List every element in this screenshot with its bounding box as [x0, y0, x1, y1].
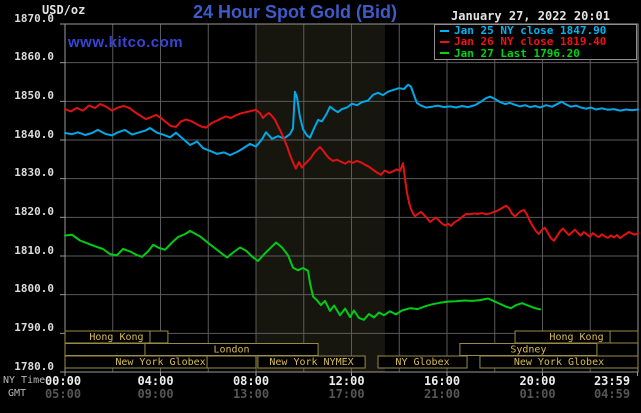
session-box	[64, 343, 146, 356]
gmt-time-tick-label: 09:00	[137, 387, 174, 401]
ny-time-axis-label: NY Time	[3, 375, 46, 386]
y-axis-tick-label: 1870.0	[14, 11, 54, 25]
y-axis-tick-label: 1790.0	[14, 320, 54, 334]
session-label: London	[213, 345, 249, 356]
legend-item: Jan 27 Last 1796.20	[440, 48, 636, 59]
gmt-time-tick-label: 04:59	[593, 387, 631, 401]
session-label: New York Globex	[514, 357, 604, 368]
chart-title: 24 Hour Spot Gold (Bid)	[193, 2, 397, 22]
y-axis-tick-label: 1810.0	[14, 243, 54, 257]
session-label: Sydney	[510, 345, 546, 356]
legend-item: Jan 25 NY close 1847.90	[440, 25, 636, 36]
session-label: New York NYMEX	[269, 357, 353, 368]
legend-item-label: Jan 27 Last 1796.20	[454, 46, 580, 60]
session-box	[377, 355, 468, 369]
session-label: Hong Kong	[549, 332, 603, 343]
price-line-2	[64, 229, 542, 321]
legend-dash-icon	[440, 29, 449, 32]
y-axis-tick-label: 1840.0	[14, 127, 54, 141]
y-axis-tick-label: 1860.0	[14, 50, 54, 64]
gmt-time-tick-label: 13:00	[232, 387, 270, 401]
session-box	[479, 355, 639, 369]
y-axis-tick-label: 1820.0	[14, 204, 54, 218]
session-box	[64, 355, 257, 369]
price-line-1	[64, 103, 639, 242]
y-axis-tick-label: 1780.0	[14, 359, 54, 373]
session-label: New York Globex	[115, 357, 205, 368]
ny-time-tick-label: 20:00	[519, 374, 556, 388]
legend-dash-icon	[440, 40, 449, 43]
y-axis-tick-label: 1830.0	[14, 166, 54, 180]
gmt-time-tick-label: 01:00	[519, 387, 556, 401]
gmt-time-tick-label: 21:00	[423, 387, 461, 401]
ny-time-tick-label: 16:00	[423, 374, 461, 388]
ny-time-tick-label: 04:00	[137, 374, 174, 388]
legend-item-label: Jan 26 NY close 1819.40	[454, 35, 607, 49]
y-axis-tick-label: 1850.0	[14, 88, 54, 102]
y-axis-tick-label: 1800.0	[14, 282, 54, 296]
ny-time-tick-label: 00:00	[44, 374, 82, 388]
chart-datetime: January 27, 2022 20:01	[451, 9, 610, 23]
unit-label: USD/oz	[42, 3, 86, 17]
legend-item: Jan 26 NY close 1819.40	[440, 36, 636, 47]
gmt-time-tick-label: 17:00	[328, 387, 365, 401]
ny-time-tick-label: 23:59	[593, 374, 631, 388]
price-line-0	[64, 83, 639, 157]
session-label: Hong Kong	[89, 332, 143, 343]
session-label: NY Globex	[395, 357, 449, 368]
kitco-watermark: www.kitco.com	[68, 34, 184, 51]
session-box	[257, 355, 366, 369]
legend: Jan 25 NY close 1847.90 Jan 26 NY close 1…	[434, 24, 637, 60]
gmt-axis-label: GMT	[8, 388, 27, 399]
ny-time-tick-label: 12:00	[328, 374, 365, 388]
legend-dash-icon	[440, 52, 449, 55]
gmt-time-tick-label: 05:00	[44, 387, 82, 401]
ny-time-tick-label: 08:00	[232, 374, 270, 388]
nymex-session-shading	[256, 24, 385, 372]
legend-item-label: Jan 25 NY close 1847.90	[454, 24, 607, 38]
